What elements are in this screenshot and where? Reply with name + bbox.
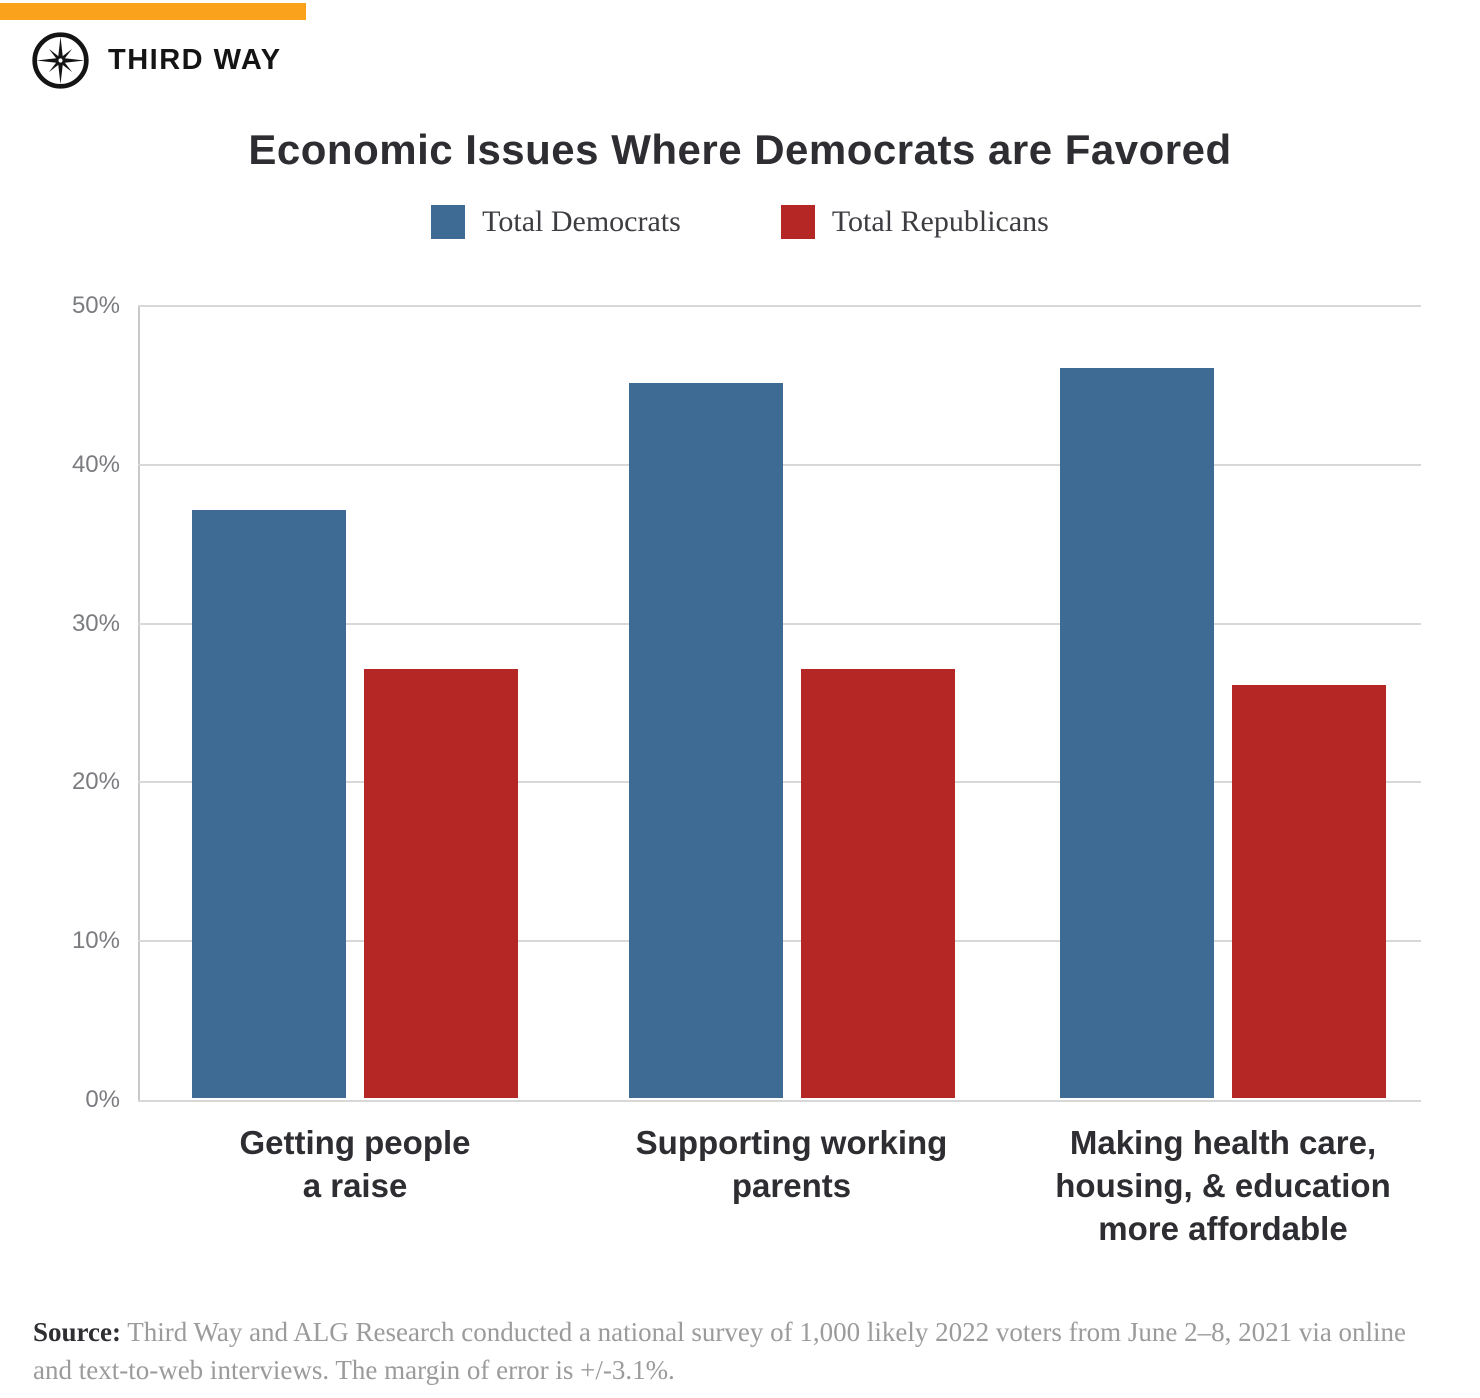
source-note: Source: Third Way and ALG Research condu… (33, 1314, 1437, 1390)
bar-democrats-0 (192, 510, 346, 1098)
category-label-0: Getting people a raise (239, 1124, 471, 1204)
compass-star-icon (32, 32, 89, 89)
y-tick-label: 10% (71, 927, 120, 954)
legend-label-democrats: Total Democrats (482, 205, 681, 238)
bar-democrats-2 (1060, 368, 1214, 1098)
legend-item-democrats: Total Democrats (431, 205, 681, 239)
third-way-logo: THIRD WAY (30, 30, 282, 91)
gridline (138, 1100, 1421, 1102)
y-tick-label: 40% (71, 451, 120, 478)
chart-legend: Total Democrats Total Republicans (0, 205, 1480, 239)
category-label-1: Supporting working parents (635, 1124, 948, 1204)
source-prefix: Source: (33, 1317, 121, 1347)
legend-swatch-republicans (780, 205, 815, 239)
y-tick-label: 20% (71, 768, 120, 795)
bar-republicans-0 (364, 669, 518, 1098)
source-text: Third Way and ALG Research conducted a n… (33, 1317, 1407, 1385)
category-label-2: Making health care, housing, & education… (1055, 1124, 1391, 1247)
legend-item-republicans: Total Republicans (780, 205, 1049, 239)
plot-area (138, 305, 1421, 1102)
y-tick-label: 0% (85, 1086, 120, 1113)
legend-swatch-democrats (431, 205, 466, 239)
brand-name: THIRD WAY (108, 44, 282, 76)
orange-accent-bar (0, 3, 306, 20)
bar-democrats-1 (628, 383, 783, 1098)
y-tick-label: 50% (71, 292, 120, 319)
y-axis-line (138, 306, 140, 1100)
chart-title: Economic Issues Where Democrats are Favo… (248, 126, 1232, 173)
y-tick-label: 30% (71, 610, 120, 637)
bar-republicans-1 (800, 669, 955, 1098)
bar-republicans-2 (1232, 685, 1386, 1098)
legend-label-republicans: Total Republicans (831, 205, 1049, 238)
gridline (138, 305, 1421, 307)
